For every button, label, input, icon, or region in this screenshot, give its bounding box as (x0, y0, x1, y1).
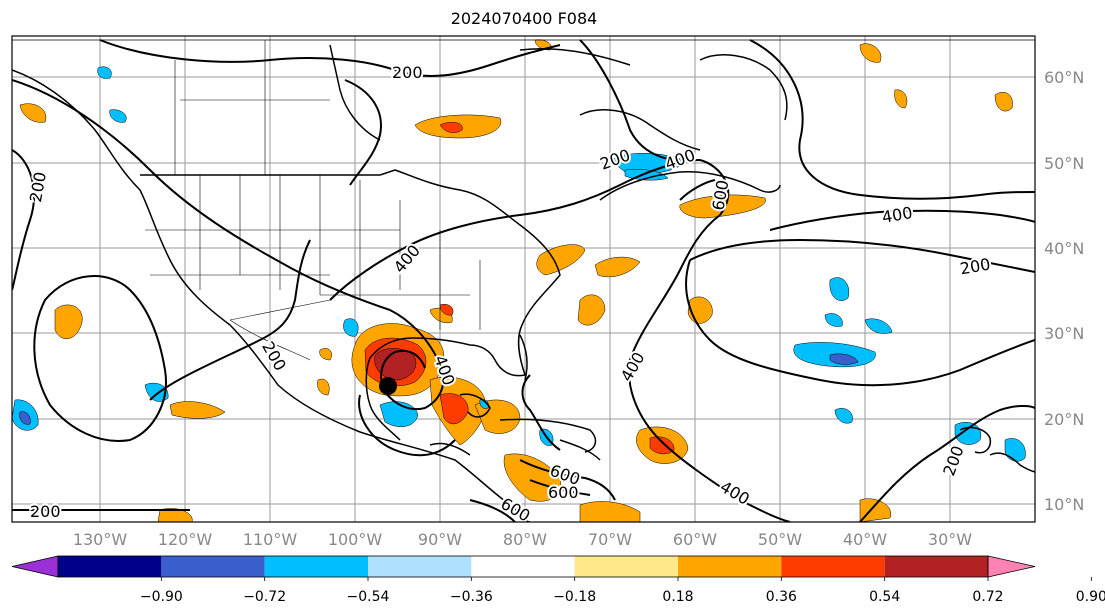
latitude-label: 10°N (1044, 495, 1084, 514)
colorbar-tick-label: 0.36 (766, 589, 797, 605)
colorbar-tick-label: 0.72 (972, 589, 1003, 605)
latitude-label: 20°N (1044, 410, 1084, 429)
colorbar-tick-label: 0.54 (869, 589, 900, 605)
coastlines (12, 39, 1035, 522)
colorbar-segment (161, 556, 265, 577)
longitude-label: 40°W (843, 530, 887, 549)
latitude-label: 30°N (1044, 324, 1084, 343)
longitude-label: 60°W (673, 530, 717, 549)
colorbar-tick-label: −0.36 (450, 589, 493, 605)
longitude-label: 110°W (243, 530, 298, 549)
colorbar-segment (58, 556, 162, 577)
colorbar-min-extend (11, 555, 59, 578)
colorbar-segment (368, 556, 472, 577)
map-border (11, 35, 1036, 523)
colorbar-segment (264, 556, 368, 577)
longitude-label: 70°W (588, 530, 632, 549)
longitude-label: 100°W (328, 530, 383, 549)
latitude-label: 50°N (1044, 154, 1084, 173)
colorbar-segment (678, 556, 782, 577)
contour-label: 200 (30, 502, 61, 521)
map-area (12, 36, 1035, 522)
colorbar-tick-label: −0.90 (140, 589, 183, 605)
colorbar-frame (57, 555, 989, 578)
latitude-label: 40°N (1044, 239, 1084, 258)
colorbar-tick-label: 0.90 (1076, 589, 1105, 605)
colorbar-segment (884, 556, 988, 577)
contour-lines (12, 39, 1035, 522)
political-borders (145, 40, 481, 361)
colorbar-tick-label: −0.18 (553, 589, 596, 605)
colorbar-max-extend (987, 555, 1036, 578)
colorbar-tick-label: 0.18 (662, 589, 693, 605)
longitude-label: 130°W (73, 530, 128, 549)
colorbar: −0.90 −0.72 −0.54 −0.36 −0.18 0.18 0.36 0.54 0.7… (11, 555, 1105, 605)
longitude-label: 30°W (928, 530, 972, 549)
map-title: 2024070400 F084 (450, 9, 598, 28)
colorbar-segment (471, 556, 575, 577)
colorbar-tick-label: −0.72 (243, 589, 286, 605)
longitude-label: 120°W (158, 530, 213, 549)
storm-center-marker (379, 377, 397, 395)
longitude-label: 80°W (503, 530, 547, 549)
contour-label: 600 (548, 483, 579, 502)
latitude-labels: 60°N 50°N 40°N 30°N 20°N 10°N (1044, 68, 1084, 514)
latitude-label: 60°N (1044, 68, 1084, 87)
longitude-labels: 130°W 120°W 110°W 100°W 90°W 80°W 70°W 60°W 50°W… (73, 530, 972, 549)
contour-label: 200 (392, 63, 423, 82)
colorbar-tick-label: −0.54 (347, 589, 390, 605)
colorbar-segment (781, 556, 885, 577)
colorbar-segment (574, 556, 678, 577)
longitude-label: 90°W (418, 530, 462, 549)
longitude-label: 50°W (758, 530, 802, 549)
